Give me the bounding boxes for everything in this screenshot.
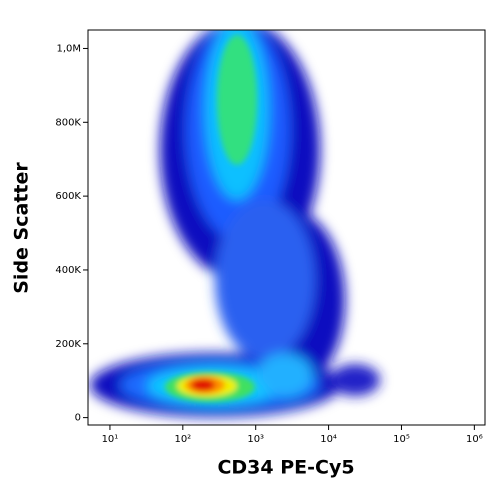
x-tick-label: 10¹	[102, 434, 119, 445]
y-tick-label: 200K	[55, 339, 81, 350]
y-tick-label: 400K	[55, 265, 81, 276]
x-tick-label: 10³	[247, 434, 264, 445]
y-tick-label: 600K	[55, 191, 81, 202]
y-tick-label: 0	[75, 413, 81, 424]
y-axis-label: Side Scatter	[11, 162, 33, 294]
y-tick-label: 1,0M	[56, 43, 81, 54]
density-cloud	[90, 30, 380, 417]
x-tick-label: 10⁵	[393, 434, 410, 445]
plot-frame	[87, 29, 486, 426]
x-axis-label: CD34 PE-Cy5	[217, 457, 354, 479]
y-tick-label: 800K	[55, 117, 81, 128]
x-tick-label: 10⁶	[466, 434, 483, 445]
x-tick-label: 10⁴	[320, 434, 337, 445]
x-tick-label: 10²	[174, 434, 191, 445]
